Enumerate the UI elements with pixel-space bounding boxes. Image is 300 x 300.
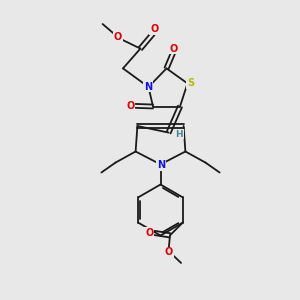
Text: S: S (187, 78, 194, 88)
Text: O: O (150, 24, 158, 34)
Text: O: O (126, 100, 135, 111)
Text: H: H (175, 130, 183, 139)
Text: O: O (165, 248, 173, 257)
Text: O: O (145, 228, 153, 238)
Text: N: N (144, 82, 152, 92)
Text: O: O (114, 32, 122, 42)
Text: O: O (169, 44, 178, 54)
Text: N: N (157, 160, 165, 170)
